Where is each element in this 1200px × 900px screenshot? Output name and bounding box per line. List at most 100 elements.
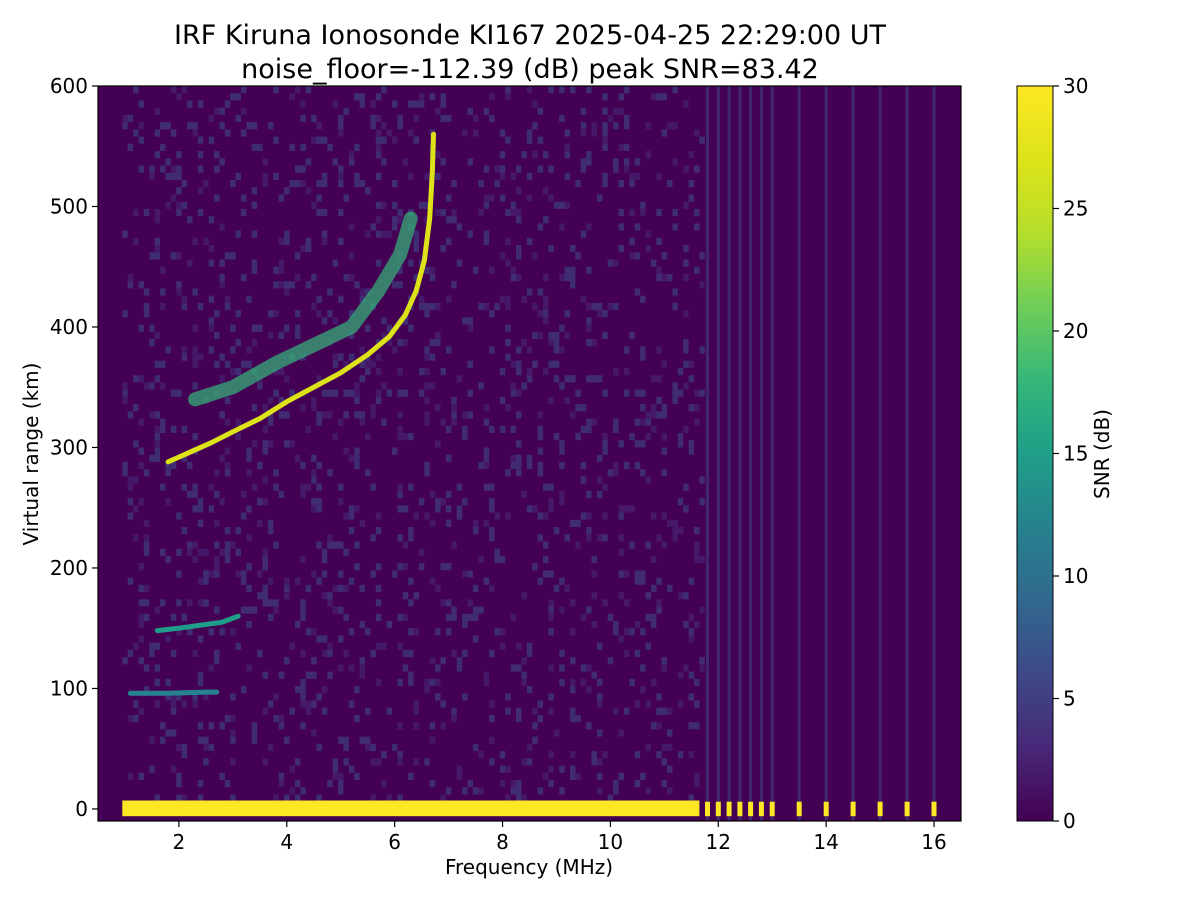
- noise-cell: [192, 700, 198, 708]
- noise-cell: [424, 678, 430, 686]
- noise-cell: [418, 100, 425, 108]
- noise-cell: [472, 606, 479, 614]
- noise-cell: [472, 519, 479, 527]
- noise-cell: [397, 722, 403, 730]
- discrete-frequency-column: [706, 86, 709, 821]
- noise-cell: [499, 780, 506, 788]
- noise-cell: [332, 353, 339, 361]
- noise-cell: [553, 527, 560, 535]
- noise-cell: [602, 447, 608, 455]
- noise-cell: [203, 570, 209, 578]
- noise-cell: [553, 729, 560, 737]
- noise-cell: [262, 447, 268, 455]
- noise-cell: [133, 534, 139, 542]
- noise-cell: [203, 599, 209, 607]
- noise-cell: [246, 664, 252, 672]
- noise-cell: [305, 245, 312, 253]
- noise-cell: [262, 758, 268, 766]
- noise-cell: [553, 201, 560, 209]
- noise-cell: [354, 686, 360, 694]
- noise-cell: [408, 259, 414, 267]
- noise-cell: [413, 274, 419, 282]
- noise-cell: [445, 425, 452, 433]
- noise-cell: [294, 180, 301, 188]
- noise-cell: [251, 606, 258, 614]
- noise-cell: [580, 158, 587, 166]
- noise-cell: [143, 584, 150, 592]
- noise-cell: [343, 758, 349, 766]
- noise-cell: [338, 606, 344, 614]
- noise-cell: [623, 346, 630, 354]
- noise-cell: [623, 368, 630, 376]
- noise-cell: [197, 353, 204, 361]
- x-tick-label: 4: [280, 830, 293, 854]
- noise-cell: [208, 317, 215, 325]
- noise-cell: [418, 548, 425, 556]
- noise-cell: [472, 266, 479, 274]
- chart-title: IRF Kiruna Ionosonde KI167 2025-04-25 22…: [174, 20, 887, 51]
- noise-cell: [284, 584, 290, 592]
- noise-cell: [661, 404, 668, 412]
- noise-cell: [494, 165, 500, 173]
- noise-cell: [278, 772, 285, 780]
- noise-cell: [300, 100, 306, 108]
- noise-cell: [683, 245, 689, 253]
- noise-cell: [354, 396, 360, 405]
- noise-cell: [505, 794, 511, 802]
- noise-cell: [230, 324, 236, 332]
- noise-cell: [181, 295, 188, 303]
- noise-cell: [300, 613, 306, 621]
- noise-cell: [559, 324, 565, 332]
- noise-cell: [435, 678, 441, 686]
- noise-cell: [348, 664, 355, 672]
- noise-cell: [359, 418, 366, 426]
- noise-cell: [672, 86, 678, 94]
- noise-cell: [429, 722, 436, 730]
- noise-cell: [348, 331, 355, 339]
- noise-cell: [548, 396, 554, 405]
- noise-cell: [424, 686, 430, 694]
- noise-cell: [537, 310, 544, 318]
- colorbar-tick-label: 5: [1063, 687, 1076, 711]
- noise-cell: [235, 548, 241, 556]
- noise-cell: [559, 606, 565, 614]
- noise-cell: [370, 411, 376, 419]
- noise-cell: [192, 288, 198, 296]
- noise-cell: [667, 707, 673, 715]
- noise-cell: [392, 281, 398, 289]
- noise-cell: [316, 794, 322, 802]
- noise-cell: [203, 736, 209, 744]
- noise-cell: [650, 584, 657, 592]
- noise-cell: [273, 136, 279, 144]
- noise-cell: [224, 302, 231, 311]
- noise-cell: [575, 180, 581, 188]
- plot-frame: [97, 85, 962, 822]
- noise-cell: [694, 780, 700, 788]
- noise-cell: [548, 765, 554, 773]
- noise-cell: [392, 743, 398, 752]
- noise-cell: [677, 368, 684, 376]
- noise-cell: [672, 527, 678, 535]
- noise-cell: [677, 751, 684, 759]
- noise-cell: [661, 541, 668, 549]
- noise-cell: [214, 606, 220, 614]
- noise-cell: [505, 93, 511, 101]
- noise-cell: [370, 570, 376, 578]
- noise-cell: [300, 483, 306, 491]
- noise-cell: [300, 555, 306, 564]
- y-tick-label: 500: [50, 194, 88, 218]
- noise-cell: [181, 743, 188, 752]
- noise-cell: [435, 440, 441, 448]
- noise-cell: [208, 346, 215, 354]
- noise-cell: [672, 223, 678, 231]
- noise-cell: [348, 151, 355, 159]
- noise-cell: [181, 751, 188, 759]
- noise-cell: [311, 505, 317, 513]
- noise-cell: [338, 353, 344, 361]
- noise-cell: [327, 143, 333, 151]
- noise-cell: [187, 541, 193, 549]
- noise-cell: [246, 584, 252, 592]
- noise-cell: [359, 584, 366, 592]
- noise-cell: [397, 758, 403, 766]
- noise-cell: [370, 100, 376, 108]
